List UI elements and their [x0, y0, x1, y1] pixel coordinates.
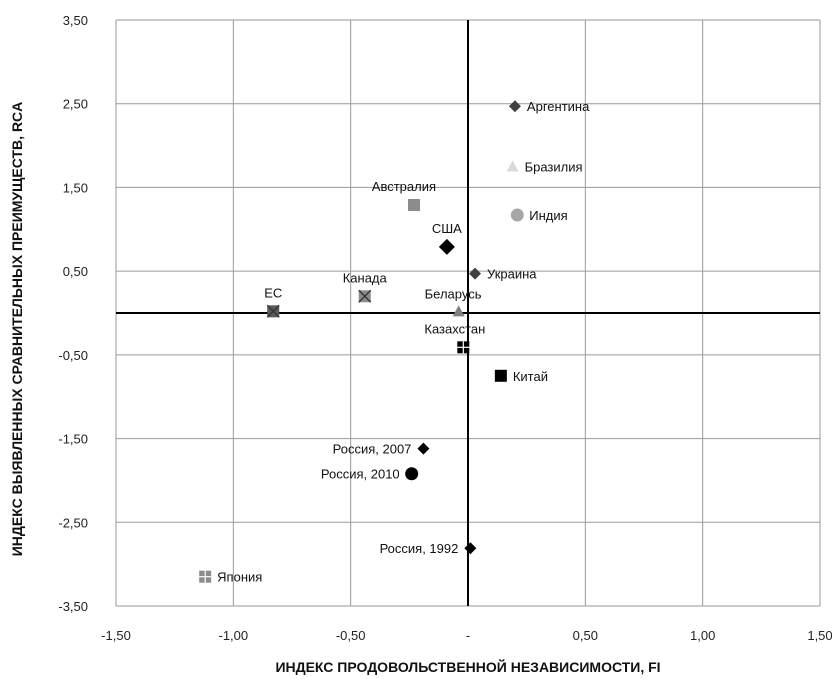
point-square-plus [457, 341, 470, 354]
point-square-x [266, 304, 280, 318]
marker-cross [358, 289, 372, 303]
point-diamond [469, 267, 482, 280]
point-label: Россия, 2010 [321, 467, 400, 482]
y-tick-label: 1,50 [63, 180, 88, 195]
point-square-x [358, 289, 372, 303]
y-tick-label: -0,50 [58, 348, 88, 363]
point-label: Аргентина [527, 99, 590, 114]
marker-cross [266, 304, 280, 318]
point-triangle [506, 160, 519, 172]
point-label: Индия [529, 208, 567, 223]
point-label: Бразилия [525, 160, 583, 175]
point-square-plus [199, 570, 212, 583]
x-tick-label: - [466, 628, 470, 643]
y-tick-label: -1,50 [58, 432, 88, 447]
point-label: Беларусь [425, 286, 482, 301]
y-tick-label: 0,50 [63, 264, 88, 279]
point-labels: Аргентина Бразилия Индия Австралия США Украин… [217, 99, 590, 584]
y-tick-label: 3,50 [63, 13, 88, 28]
point-label: Канада [343, 270, 388, 285]
point-diamond [438, 238, 455, 255]
point-label: Россия, 1992 [380, 541, 459, 556]
point-label: Китай [513, 369, 548, 384]
point-label: Австралия [372, 179, 436, 194]
point-diamond [417, 442, 430, 455]
point-circle [405, 467, 419, 481]
point-label: Украина [487, 267, 537, 282]
y-axis-title: ИНДЕКС ВЫЯВЛЕННЫХ СРАВНИТЕЛЬНЫХ ПРЕИМУЩЕ… [9, 102, 25, 557]
point-label: США [432, 221, 462, 236]
y-tick-label: -2,50 [58, 515, 88, 530]
point-diamond [508, 100, 521, 113]
point-diamond [464, 542, 477, 555]
x-tick-label: -1,00 [219, 628, 249, 643]
data-points [199, 100, 524, 583]
point-label: Япония [217, 570, 262, 585]
point-label: ЕС [264, 285, 282, 300]
y-tick-labels: -3,50 -2,50 -1,50 -0,50 0,50 1,50 2,50 3,50 [58, 13, 88, 614]
y-tick-label: 2,50 [63, 97, 88, 112]
x-tick-label: -1,50 [101, 628, 131, 643]
x-tick-label: 0,50 [573, 628, 598, 643]
point-square [494, 369, 507, 382]
x-tick-label: 1,50 [807, 628, 832, 643]
point-circle [510, 208, 524, 222]
point-label: Казахстан [424, 321, 485, 336]
axes [116, 20, 820, 606]
x-tick-label: -0,50 [336, 628, 366, 643]
point-triangle [452, 305, 465, 317]
point-square [408, 199, 421, 212]
x-tick-labels: -1,50 -1,00 -0,50-0,50 1,00 1,50 [101, 628, 832, 643]
y-tick-label: -3,50 [58, 599, 88, 614]
x-axis-title: ИНДЕКС ПРОДОВОЛЬСТВЕННОЙ НЕЗАВИСИМОСТИ, … [275, 658, 660, 675]
x-tick-label: 1,00 [690, 628, 715, 643]
point-label: Россия, 2007 [333, 442, 412, 457]
